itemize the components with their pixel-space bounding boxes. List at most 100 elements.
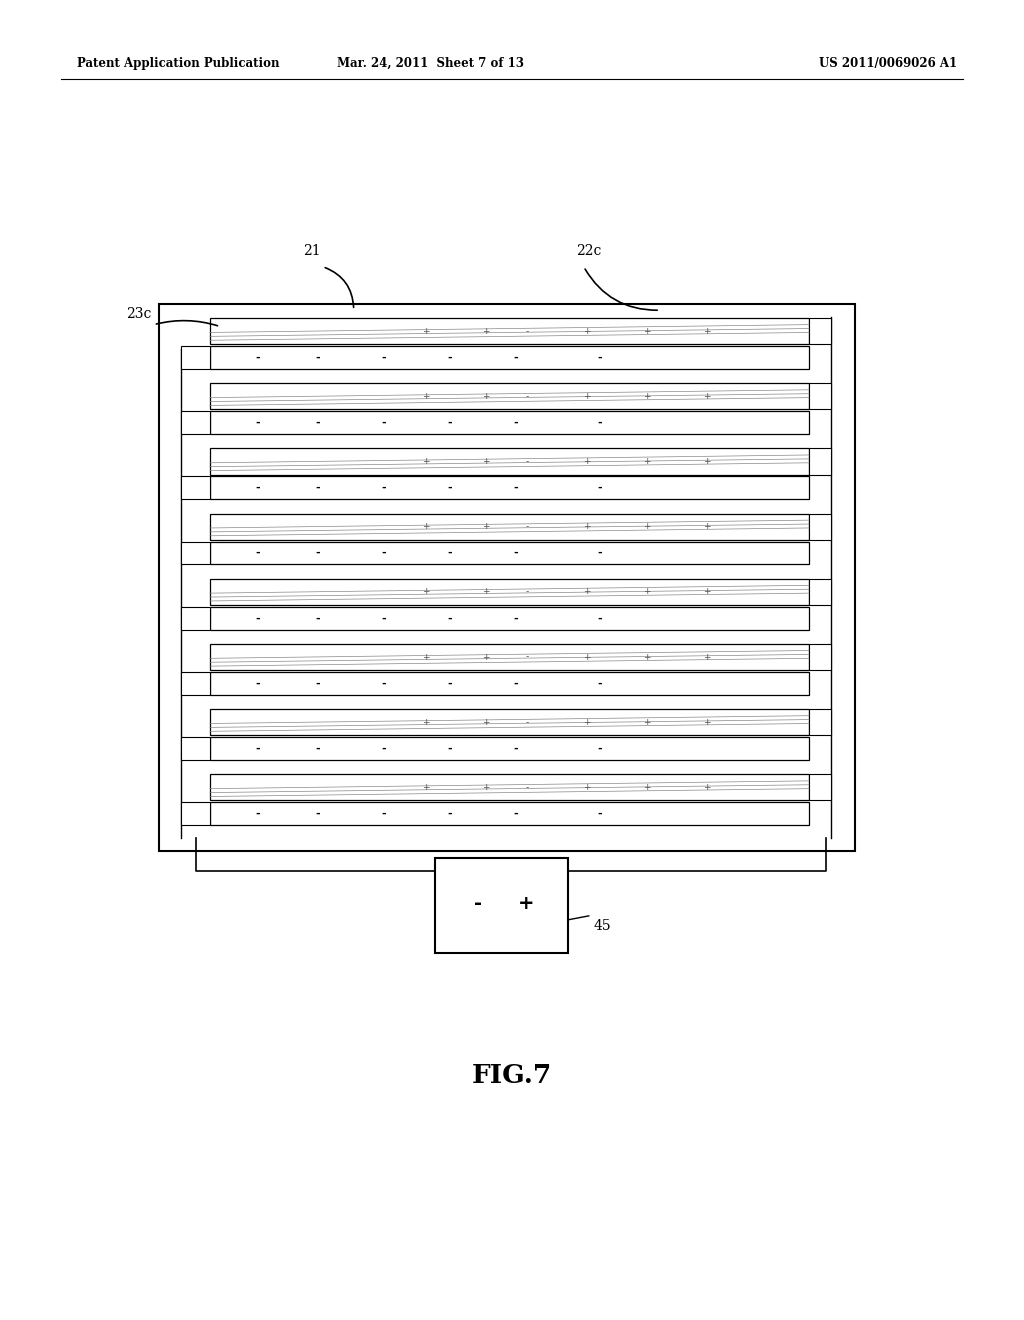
Bar (210, 346, 809, 370)
Text: -: - (513, 417, 518, 428)
Text: +: + (703, 718, 711, 727)
Text: +: + (703, 783, 711, 792)
Text: +: + (422, 718, 429, 727)
Bar (210, 318, 809, 345)
Bar (435, 858, 568, 953)
Text: +: + (481, 783, 489, 792)
Text: -: - (256, 548, 260, 558)
Text: -: - (525, 326, 529, 335)
Text: -: - (525, 652, 529, 661)
Text: +: + (703, 457, 711, 466)
Bar (181, 412, 210, 434)
Text: +: + (422, 457, 429, 466)
Bar (181, 477, 210, 499)
Text: +: + (422, 326, 429, 335)
Text: +: + (703, 523, 711, 531)
Text: -: - (525, 392, 529, 401)
Text: -: - (597, 809, 602, 818)
Text: -: - (381, 809, 386, 818)
Bar (210, 578, 809, 605)
Text: -: - (513, 743, 518, 754)
Bar (181, 672, 210, 694)
Text: +: + (481, 587, 489, 597)
Text: -: - (513, 614, 518, 623)
Bar (809, 383, 831, 409)
Text: -: - (597, 548, 602, 558)
Bar (809, 513, 831, 540)
Bar (159, 304, 855, 851)
Text: -: - (381, 548, 386, 558)
Text: -: - (447, 548, 452, 558)
Text: FIG.7: FIG.7 (472, 1064, 552, 1088)
Bar (809, 578, 831, 605)
Bar (210, 709, 809, 735)
Text: -: - (597, 743, 602, 754)
Text: -: - (315, 614, 321, 623)
Text: 22c: 22c (577, 244, 601, 257)
Text: US 2011/0069026 A1: US 2011/0069026 A1 (819, 57, 957, 70)
Text: +: + (481, 326, 489, 335)
Text: +: + (584, 718, 591, 727)
Text: Patent Application Publication: Patent Application Publication (77, 57, 280, 70)
Bar (210, 412, 809, 434)
Text: -: - (597, 483, 602, 492)
Text: +: + (481, 457, 489, 466)
Text: +: + (584, 652, 591, 661)
Bar (210, 644, 809, 671)
Text: -: - (315, 352, 321, 363)
Bar (210, 607, 809, 630)
Text: +: + (643, 523, 651, 531)
Text: -: - (381, 678, 386, 689)
Text: -: - (315, 417, 321, 428)
Text: -: - (447, 614, 452, 623)
Text: +: + (703, 326, 711, 335)
Text: 23c: 23c (126, 308, 152, 321)
Bar (809, 318, 831, 345)
Text: -: - (315, 548, 321, 558)
Text: -: - (513, 352, 518, 363)
Text: -: - (513, 548, 518, 558)
Text: -: - (381, 743, 386, 754)
Bar (210, 383, 809, 409)
Text: -: - (447, 743, 452, 754)
Bar (210, 449, 809, 474)
Text: -: - (256, 743, 260, 754)
Text: +: + (422, 652, 429, 661)
Text: +: + (422, 587, 429, 597)
Text: -: - (447, 483, 452, 492)
Text: -: - (525, 587, 529, 597)
Text: -: - (256, 809, 260, 818)
Text: -: - (513, 678, 518, 689)
Text: +: + (584, 326, 591, 335)
Text: +: + (584, 587, 591, 597)
Text: -: - (525, 783, 529, 792)
Text: -: - (381, 614, 386, 623)
Bar (181, 607, 210, 630)
Text: -: - (381, 483, 386, 492)
Text: +: + (422, 783, 429, 792)
Text: +: + (481, 392, 489, 401)
Text: +: + (584, 457, 591, 466)
Text: Mar. 24, 2011  Sheet 7 of 13: Mar. 24, 2011 Sheet 7 of 13 (337, 57, 523, 70)
Bar (181, 346, 210, 370)
Text: +: + (643, 392, 651, 401)
Bar (181, 803, 210, 825)
Text: +: + (422, 392, 429, 401)
Text: -: - (447, 352, 452, 363)
Text: +: + (703, 392, 711, 401)
Text: +: + (481, 523, 489, 531)
Bar (809, 775, 831, 800)
Text: -: - (381, 352, 386, 363)
Text: -: - (513, 483, 518, 492)
Text: +: + (584, 523, 591, 531)
Text: -: - (256, 417, 260, 428)
Text: +: + (481, 652, 489, 661)
Text: +: + (643, 718, 651, 727)
Text: -: - (315, 809, 321, 818)
Text: 21: 21 (303, 244, 322, 257)
Text: -: - (447, 417, 452, 428)
Text: +: + (643, 326, 651, 335)
Bar (181, 737, 210, 760)
Text: -: - (256, 678, 260, 689)
Text: -: - (315, 678, 321, 689)
